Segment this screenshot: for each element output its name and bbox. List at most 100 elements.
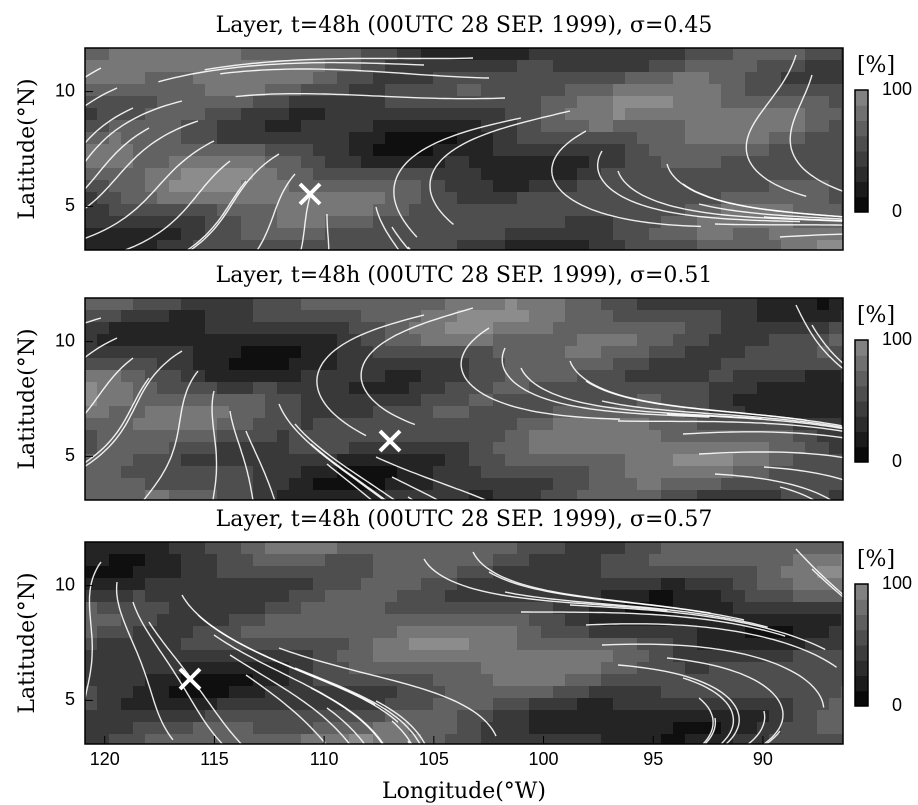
field-cell — [169, 554, 181, 566]
field-cell — [469, 180, 481, 192]
field-cell — [805, 626, 817, 638]
field-cell — [313, 430, 325, 442]
field-cell — [145, 454, 157, 466]
field-cell — [709, 132, 721, 144]
field-cell — [613, 298, 625, 310]
field-cell — [661, 418, 673, 430]
field-cell — [661, 298, 673, 310]
field-cell — [625, 168, 637, 180]
field-cell — [793, 722, 805, 734]
field-cell — [373, 626, 385, 638]
field-cell — [97, 662, 109, 674]
field-cell — [361, 614, 373, 626]
field-cell — [553, 542, 565, 554]
field-cell — [289, 72, 301, 84]
field-cell — [373, 180, 385, 192]
field-cell — [325, 144, 337, 156]
field-cell — [445, 322, 457, 334]
field-cell — [805, 406, 817, 418]
field-cell — [673, 298, 685, 310]
field-cell — [169, 542, 181, 554]
field-cell — [481, 334, 493, 346]
field-cell — [169, 698, 181, 710]
field-cell — [301, 298, 313, 310]
field-cell — [769, 108, 781, 120]
field-cell — [445, 298, 457, 310]
field-cell — [649, 710, 661, 722]
field-cell — [829, 204, 841, 216]
field-cell — [109, 686, 121, 698]
field-cell — [589, 466, 601, 478]
field-cell — [373, 310, 385, 322]
field-cell — [541, 84, 553, 96]
x-tick-label: 115 — [200, 749, 229, 769]
field-cell — [793, 144, 805, 156]
field-cell — [181, 478, 193, 490]
field-cell — [121, 72, 133, 84]
field-cell — [337, 554, 349, 566]
field-cell — [181, 48, 193, 60]
field-cell — [577, 84, 589, 96]
field-cell — [733, 228, 745, 240]
field-cell — [793, 710, 805, 722]
field-cell — [541, 370, 553, 382]
field-cell — [217, 132, 229, 144]
field-cell — [541, 346, 553, 358]
field-cell — [217, 590, 229, 602]
field-cell — [577, 310, 589, 322]
field-cell — [433, 430, 445, 442]
field-cell — [709, 466, 721, 478]
field-cell — [697, 478, 709, 490]
field-cell — [229, 602, 241, 614]
field-cell — [781, 454, 793, 466]
field-cell — [805, 228, 817, 240]
field-cell — [685, 346, 697, 358]
field-cell — [817, 192, 829, 204]
field-cell — [289, 542, 301, 554]
field-cell — [169, 722, 181, 734]
field-cell — [565, 382, 577, 394]
field-cell — [229, 156, 241, 168]
field-cell — [97, 228, 109, 240]
field-cell — [217, 310, 229, 322]
field-cell — [301, 322, 313, 334]
field-cell — [97, 60, 109, 72]
field-cell — [493, 698, 505, 710]
field-cell — [709, 590, 721, 602]
field-cell — [613, 358, 625, 370]
field-cell — [829, 394, 841, 406]
field-cell — [181, 322, 193, 334]
field-cell — [793, 168, 805, 180]
field-cell — [169, 84, 181, 96]
field-cell — [565, 650, 577, 662]
field-cell — [541, 216, 553, 228]
field-cell — [409, 602, 421, 614]
field-cell — [133, 322, 145, 334]
field-cell — [541, 626, 553, 638]
field-cell — [745, 156, 757, 168]
field-cell — [169, 478, 181, 490]
field-cell — [337, 216, 349, 228]
field-cell — [445, 60, 457, 72]
field-cell — [253, 72, 265, 84]
field-cell — [601, 322, 613, 334]
field-cell — [565, 418, 577, 430]
field-cell — [625, 346, 637, 358]
field-cell — [805, 298, 817, 310]
field-cell — [253, 120, 265, 132]
field-cell — [793, 602, 805, 614]
field-cell — [661, 310, 673, 322]
field-cell — [301, 60, 313, 72]
field-cell — [493, 84, 505, 96]
field-cell — [337, 144, 349, 156]
field-cell — [649, 442, 661, 454]
field-cell — [517, 394, 529, 406]
field-cell — [397, 650, 409, 662]
field-cell — [145, 554, 157, 566]
field-cell — [193, 60, 205, 72]
field-cell — [433, 698, 445, 710]
field-cell — [361, 132, 373, 144]
field-cell — [301, 132, 313, 144]
field-cell — [289, 554, 301, 566]
field-cell — [697, 566, 709, 578]
